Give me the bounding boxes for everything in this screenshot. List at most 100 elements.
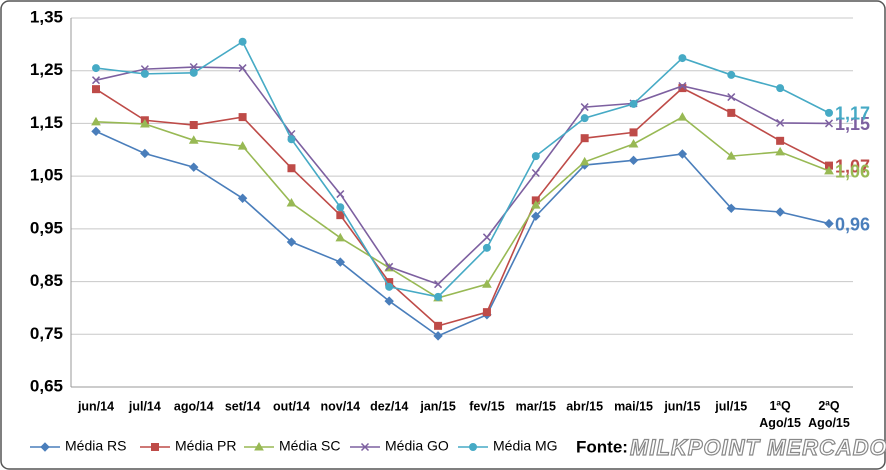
marker	[531, 152, 540, 161]
series-line	[95, 130, 830, 337]
marker	[530, 200, 541, 209]
series-line	[95, 66, 830, 286]
marker	[727, 70, 736, 79]
marker	[140, 69, 149, 78]
marker	[434, 321, 443, 330]
legend-label: Média RS	[65, 438, 126, 454]
marker	[91, 126, 101, 137]
marker	[580, 134, 589, 143]
marker	[482, 308, 491, 317]
marker	[482, 233, 491, 242]
y-tick-label: 1,35	[30, 7, 63, 26]
x-tick-label: ago/14	[174, 399, 214, 413]
x-tick-label: mai/15	[614, 399, 653, 413]
marker	[286, 237, 297, 247]
marker	[336, 190, 345, 199]
marker	[824, 119, 834, 128]
marker	[825, 108, 833, 117]
marker	[678, 81, 687, 91]
marker	[91, 116, 101, 126]
legend-marker	[151, 443, 159, 451]
marker	[433, 331, 443, 341]
value-label: 1,07	[835, 156, 870, 176]
legend-marker	[360, 442, 370, 452]
x-tick-label: nov/14	[321, 399, 361, 413]
marker	[287, 135, 296, 144]
marker	[336, 203, 345, 212]
marker	[629, 99, 638, 108]
y-tick-label: 0,95	[30, 218, 63, 237]
marker	[384, 296, 394, 306]
marker	[726, 203, 736, 214]
value-label: 0,96	[835, 214, 870, 234]
marker	[824, 165, 834, 175]
logo: MILKPOINT MERCADO	[630, 435, 886, 460]
marker	[531, 168, 540, 178]
x-tick-label: jun/14	[77, 399, 114, 413]
marker	[628, 138, 639, 148]
marker	[531, 211, 541, 221]
marker	[238, 113, 247, 122]
marker	[678, 84, 687, 93]
x-tick-label: set/14	[225, 399, 260, 413]
marker	[434, 292, 443, 301]
x-tick-label: out/14	[273, 399, 310, 413]
value-label: 1,15	[835, 114, 870, 134]
marker	[287, 164, 296, 173]
value-label: 1,06	[835, 162, 870, 182]
marker	[385, 282, 394, 291]
x-tick-label: jun/15	[663, 399, 700, 413]
marker	[776, 118, 785, 127]
legend-label: Média PR	[175, 438, 236, 454]
marker	[189, 62, 198, 72]
legend-marker	[469, 443, 477, 451]
series-line	[95, 40, 830, 298]
marker	[140, 148, 150, 159]
value-label: 1,17	[835, 104, 870, 124]
y-tick-label: 1,25	[30, 60, 63, 79]
marker	[628, 155, 639, 166]
marker	[92, 64, 100, 73]
marker	[92, 85, 100, 94]
series-line	[95, 116, 830, 299]
legend-marker	[40, 442, 50, 452]
marker	[336, 211, 345, 220]
marker	[776, 136, 785, 145]
y-tick-label: 0,75	[30, 324, 63, 343]
marker	[238, 64, 247, 73]
marker	[824, 218, 834, 229]
x-tick-label: abr/15	[566, 399, 603, 413]
marker	[335, 257, 346, 267]
marker	[188, 135, 199, 144]
marker	[237, 141, 248, 150]
marker	[776, 84, 785, 93]
legend-label: Média GO	[385, 438, 449, 454]
marker	[580, 103, 589, 112]
marker	[482, 279, 492, 288]
x-tick-label: fev/15	[469, 399, 504, 413]
marker	[91, 76, 101, 85]
marker	[579, 156, 590, 166]
legend-label: Média SC	[279, 438, 340, 454]
source-label: Fonte:	[576, 437, 628, 456]
marker	[629, 128, 638, 137]
marker	[189, 121, 198, 130]
marker	[677, 112, 688, 121]
marker	[335, 232, 346, 242]
marker	[678, 54, 687, 63]
marker	[286, 198, 297, 207]
legend-marker	[254, 441, 264, 451]
marker	[189, 68, 198, 77]
marker	[189, 162, 199, 172]
x-tick-label: 2ªQ Ago/15	[808, 399, 850, 430]
x-tick-label: jul/14	[128, 399, 161, 413]
legend-label: Média MG	[493, 438, 558, 454]
y-tick-label: 0,85	[30, 271, 63, 290]
series-line	[95, 87, 830, 327]
marker	[237, 193, 248, 203]
marker	[140, 118, 150, 128]
marker	[727, 93, 736, 102]
marker	[677, 149, 688, 159]
